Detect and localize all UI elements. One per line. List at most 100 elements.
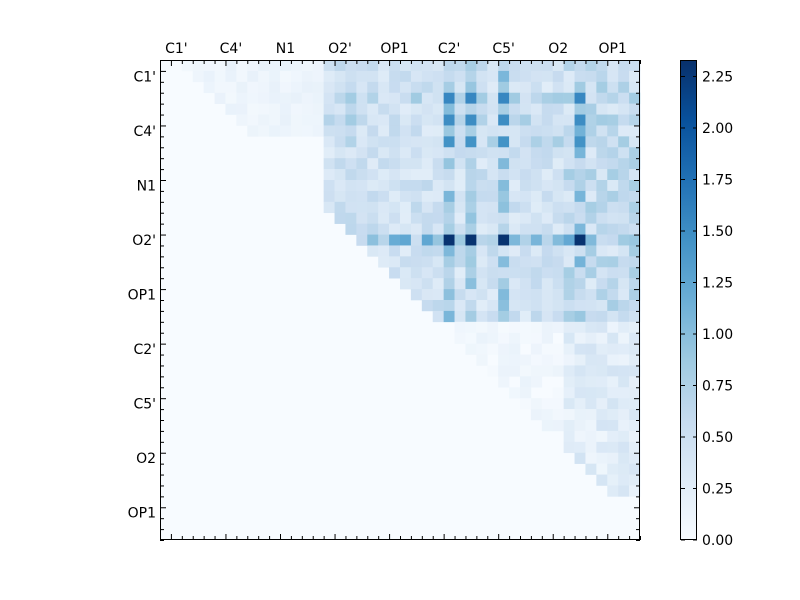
heatmap-cell [400, 103, 412, 115]
heatmap-cell [618, 300, 630, 312]
heatmap-cell [236, 92, 248, 104]
heatmap-cell [465, 60, 477, 72]
heatmap-cell [498, 310, 510, 323]
heatmap-cell [410, 103, 423, 115]
heatmap-cell [541, 332, 554, 344]
heatmap-cell [410, 136, 423, 148]
heatmap-cell [585, 463, 597, 475]
heatmap-cell [607, 180, 619, 192]
heatmap-cell [607, 256, 619, 268]
heatmap-cell [509, 180, 521, 192]
heatmap-cell [400, 81, 412, 94]
heatmap-cell [563, 398, 575, 410]
heatmap-cell [476, 212, 488, 224]
heatmap-cell [607, 310, 619, 323]
x-tick-label: C2' [438, 41, 461, 57]
heatmap-cell [563, 343, 575, 355]
heatmap-cell [520, 70, 532, 83]
heatmap-cell [520, 267, 532, 279]
heatmap-cell [225, 81, 237, 94]
heatmap-cell [618, 70, 630, 83]
heatmap-cell [541, 103, 554, 115]
heatmap-cell [487, 310, 499, 323]
heatmap-cell [454, 267, 466, 279]
heatmap-cell [574, 332, 586, 344]
heatmap-cell [345, 114, 357, 126]
heatmap-cell [323, 201, 335, 214]
heatmap-cell [585, 60, 597, 72]
heatmap-cell [509, 300, 521, 312]
heatmap-cell [629, 245, 641, 257]
heatmap-cell [203, 81, 215, 94]
heatmap-cell [443, 267, 455, 279]
heatmap-cell [596, 223, 608, 235]
heatmap-cell [618, 81, 630, 94]
heatmap-cell [465, 343, 477, 355]
heatmap-cell [389, 190, 401, 203]
heatmap-cell [585, 387, 597, 399]
heatmap-cell [432, 81, 444, 94]
heatmap-cell [563, 60, 575, 72]
heatmap-cell [596, 70, 608, 83]
heatmap-cell [454, 158, 466, 170]
heatmap-cell [498, 223, 510, 235]
heatmap-cell [552, 343, 564, 355]
heatmap-cell [541, 398, 554, 410]
heatmap-cell [432, 92, 444, 104]
heatmap-cell [541, 300, 554, 312]
heatmap-cell [629, 300, 641, 312]
heatmap-cell [541, 223, 554, 235]
heatmap-cell [509, 158, 521, 170]
heatmap-cell [389, 147, 401, 159]
heatmap-cell [487, 70, 499, 83]
heatmap-cell [574, 158, 586, 170]
heatmap-cell [410, 278, 423, 290]
heatmap-cell [454, 321, 466, 334]
colorbar-tick-label: 2.00 [702, 121, 733, 137]
heatmap-cell [618, 441, 630, 454]
heatmap-cell [280, 70, 292, 83]
heatmap-cell [269, 114, 281, 126]
heatmap-cell [530, 125, 543, 137]
heatmap-cell [487, 190, 499, 203]
heatmap-cell [607, 430, 619, 443]
heatmap-cell [552, 245, 564, 257]
heatmap-cell [378, 92, 390, 104]
heatmap-cell [618, 420, 630, 432]
heatmap-cell [378, 201, 390, 214]
heatmap-cell [607, 245, 619, 257]
heatmap-cell [345, 180, 357, 192]
heatmap-cell [629, 81, 641, 94]
heatmap-cell [629, 180, 641, 192]
heatmap-cell [290, 92, 303, 104]
heatmap-cell [465, 114, 477, 126]
heatmap-cell [498, 81, 510, 94]
heatmap-cell [410, 180, 423, 192]
heatmap-cell [421, 267, 434, 279]
heatmap-cell [454, 114, 466, 126]
colorbar-tick-label: 0.75 [702, 378, 733, 394]
heatmap-cell [629, 441, 641, 454]
heatmap-cell [607, 223, 619, 235]
heatmap-cell [618, 278, 630, 290]
heatmap-cell [432, 256, 444, 268]
heatmap-cell [400, 92, 412, 104]
heatmap-cell [290, 125, 303, 137]
y-tick-label: C2' [133, 342, 156, 358]
heatmap-cell [629, 158, 641, 170]
heatmap-cell [629, 343, 641, 355]
heatmap-cell [618, 256, 630, 268]
heatmap-cell [618, 387, 630, 399]
heatmap-cell [552, 158, 564, 170]
heatmap-cell [443, 136, 455, 148]
heatmap-cell [334, 201, 346, 214]
heatmap-cell [585, 409, 597, 421]
heatmap-cell [345, 158, 357, 170]
heatmap-cell [552, 103, 564, 115]
heatmap-cell [400, 125, 412, 137]
heatmap-cell [367, 125, 379, 137]
heatmap-cell [596, 474, 608, 486]
heatmap-cell [443, 158, 455, 170]
heatmap-cell [552, 310, 564, 323]
heatmap-cell [334, 103, 346, 115]
